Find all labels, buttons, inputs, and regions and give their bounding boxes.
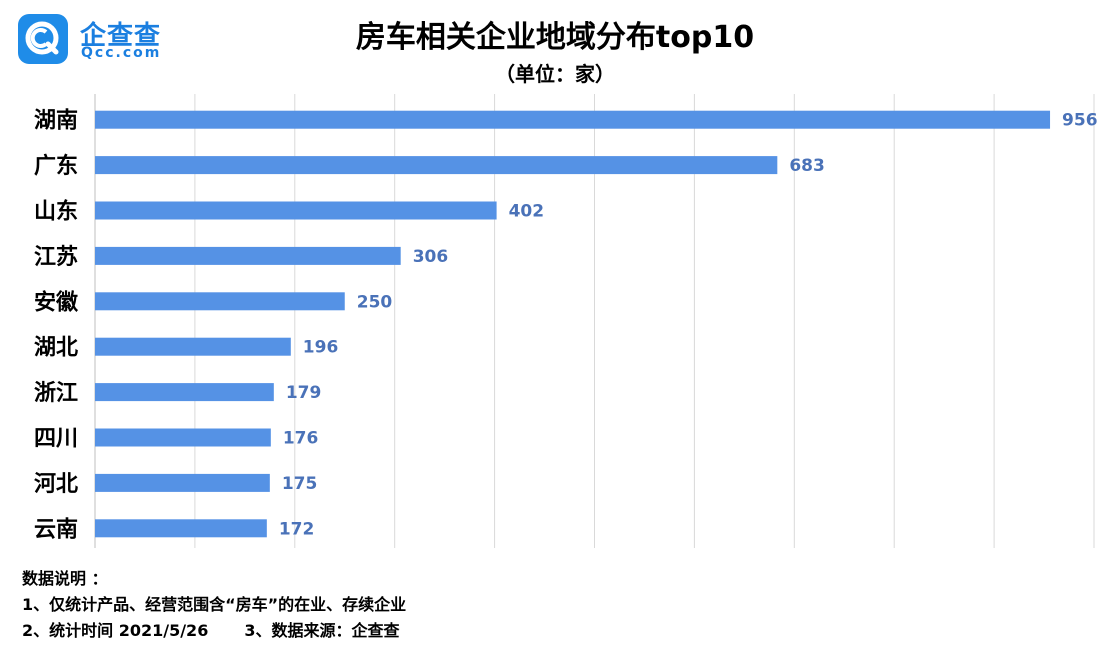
value-label: 179 bbox=[286, 383, 322, 403]
notes-line-2: 2、统计时间 2021/5/26 3、数据来源：企查查 bbox=[22, 618, 406, 644]
category-label: 湖南 bbox=[34, 109, 78, 134]
category-label: 浙江 bbox=[34, 381, 78, 406]
value-label: 250 bbox=[357, 292, 393, 312]
category-label: 四川 bbox=[34, 427, 78, 452]
value-label: 172 bbox=[279, 519, 315, 539]
notes-heading: 数据说明 ： bbox=[22, 569, 108, 588]
value-label: 306 bbox=[413, 247, 449, 267]
bar bbox=[95, 246, 401, 265]
category-label: 安徽 bbox=[34, 289, 79, 315]
bar bbox=[95, 428, 271, 447]
data-notes: 数据说明 ： 1、仅统计产品、经营范围含“房车”的在业、存续企业 2、统计时间 … bbox=[22, 566, 406, 644]
category-label: 河北 bbox=[34, 472, 78, 497]
bar bbox=[95, 473, 270, 492]
bar bbox=[95, 201, 497, 220]
value-label: 402 bbox=[509, 202, 545, 222]
value-label: 175 bbox=[282, 474, 318, 494]
chart-title: 房车相关企业地域分布top10 bbox=[355, 20, 755, 55]
bar bbox=[95, 383, 274, 402]
chart-subtitle: （单位：家） bbox=[495, 62, 615, 86]
notes-line-2a: 2、统计时间 2021/5/26 bbox=[22, 621, 209, 640]
bar bbox=[95, 156, 778, 175]
bar bbox=[95, 519, 267, 538]
logo-text-en: Qcc.com bbox=[81, 45, 162, 61]
category-label: 云南 bbox=[34, 517, 78, 542]
category-label: 山东 bbox=[34, 199, 78, 225]
notes-line-1: 1、仅统计产品、经营范围含“房车”的在业、存续企业 bbox=[22, 595, 407, 614]
qcc-logo: 企查查 Qcc.com bbox=[18, 12, 188, 68]
bar bbox=[95, 292, 345, 311]
logo-text-cn: 企查查 bbox=[80, 21, 162, 51]
bar bbox=[95, 337, 291, 356]
bar bbox=[95, 110, 1051, 129]
bar-chart: 湖南 956 广东 683 山东 402 江苏 306 安徽 250 湖北 196 浙江 179 四川 176… bbox=[34, 94, 1098, 548]
value-label: 176 bbox=[283, 429, 319, 449]
value-label: 956 bbox=[1062, 111, 1098, 131]
value-label: 683 bbox=[789, 156, 825, 176]
category-label: 江苏 bbox=[34, 244, 78, 270]
notes-line-2b: 3、数据来源：企查查 bbox=[244, 621, 400, 640]
category-label: 湖北 bbox=[34, 336, 78, 361]
category-label: 广东 bbox=[34, 153, 78, 179]
value-label: 196 bbox=[303, 338, 339, 358]
qcc-logo-icon bbox=[18, 14, 68, 64]
